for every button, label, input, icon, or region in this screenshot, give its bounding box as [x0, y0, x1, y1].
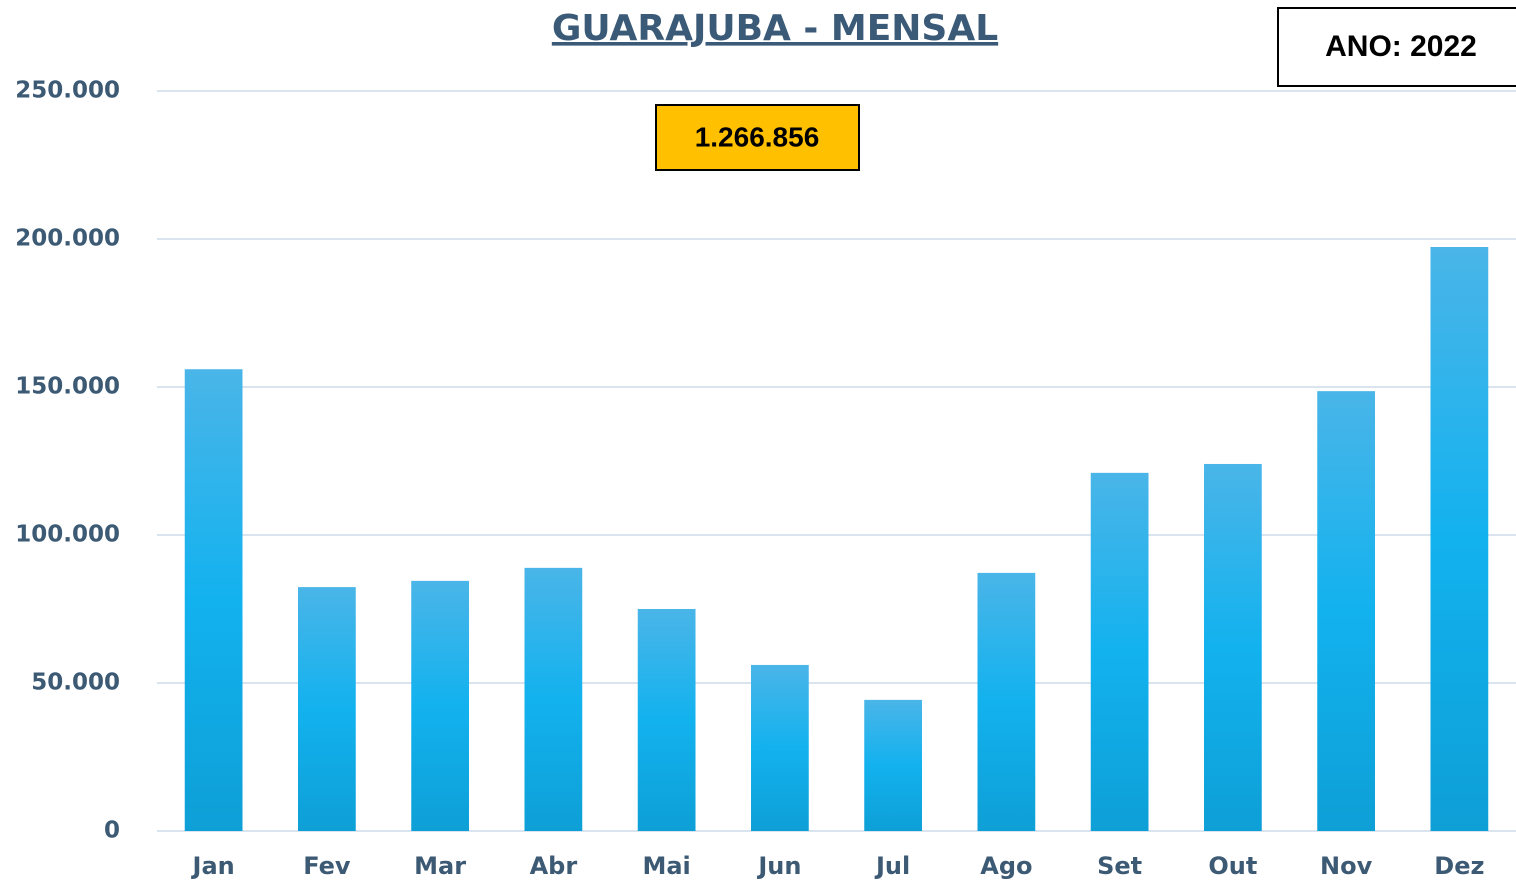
bar: [977, 572, 1036, 831]
year-box: [1277, 7, 1516, 87]
x-tick-label: Mar: [414, 852, 466, 880]
x-tick-label: Jul: [874, 852, 910, 880]
bar: [637, 609, 696, 831]
y-tick-label: 200.000: [15, 226, 120, 252]
bar: [184, 369, 243, 831]
y-tick-label: 50.000: [31, 670, 120, 696]
total-label: 1.266.856: [695, 121, 820, 152]
y-tick-label: 150.000: [15, 374, 120, 400]
total-box: [655, 104, 860, 171]
bar: [297, 587, 356, 831]
year-label: ANO: 2022: [1325, 30, 1477, 63]
bar: [864, 699, 923, 831]
x-tick-label: Abr: [530, 852, 578, 880]
bar: [524, 567, 583, 831]
y-tick-label: 250.000: [15, 78, 120, 104]
bar: [1203, 463, 1262, 831]
x-tick-label: Dez: [1434, 852, 1484, 880]
x-tick-label: Ago: [980, 852, 1032, 880]
x-tick-label: Out: [1208, 852, 1257, 880]
x-tick-label: Fev: [303, 852, 351, 880]
bar: [1430, 246, 1489, 831]
x-tick-label: Jan: [191, 852, 235, 880]
x-tick-label: Nov: [1320, 852, 1373, 880]
chart-title: GUARAJUBA - MENSAL: [552, 8, 998, 49]
y-tick-label: 100.000: [15, 522, 120, 548]
bar: [411, 580, 470, 831]
bar: [750, 664, 809, 831]
bar: [1090, 472, 1149, 831]
x-tick-label: Mai: [642, 852, 690, 880]
x-tick-label: Set: [1097, 852, 1142, 880]
y-tick-label: 0: [104, 818, 120, 844]
bar: [1317, 391, 1376, 831]
x-tick-label: Jun: [756, 852, 801, 880]
